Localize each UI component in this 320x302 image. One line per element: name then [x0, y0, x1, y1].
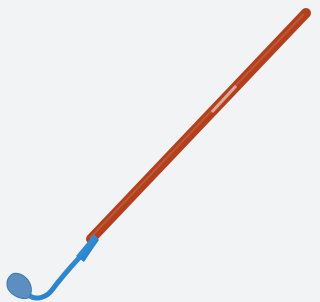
- hoe-photo: [0, 0, 312, 302]
- background: [0, 0, 312, 302]
- page: [0, 0, 320, 302]
